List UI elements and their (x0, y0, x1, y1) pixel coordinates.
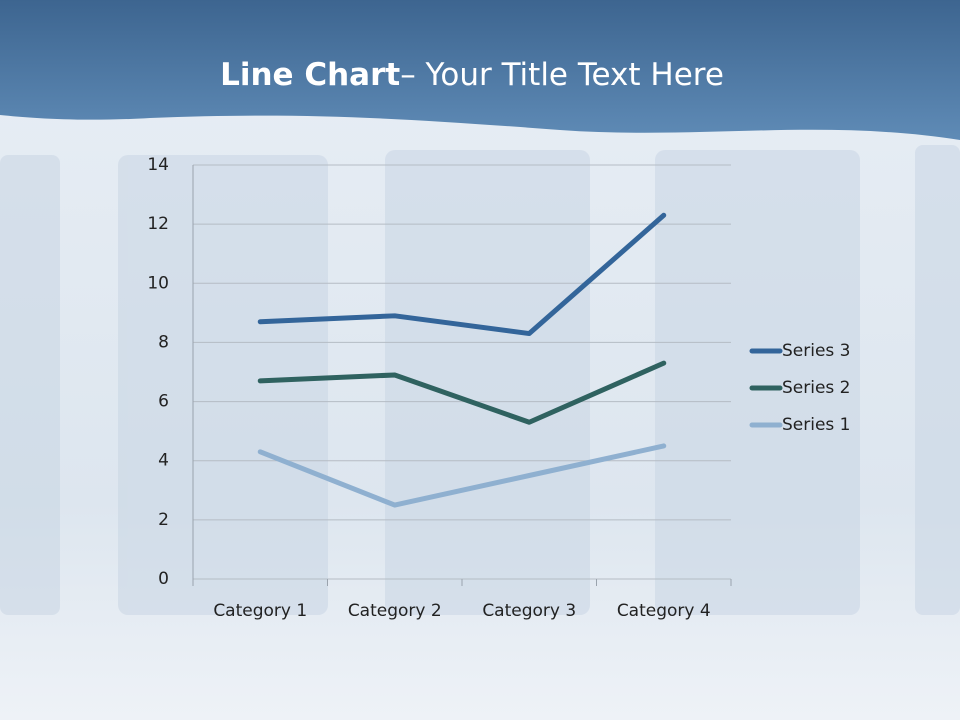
y-tick-label: 14 (147, 155, 169, 175)
y-tick-label: 2 (158, 510, 169, 530)
y-tick-label: 12 (147, 214, 169, 234)
x-tick-label: Category 4 (617, 601, 711, 621)
legend-label: Series 2 (782, 378, 851, 398)
plot: 0 2 4 6 8 10 12 14 Category 1 Category 2 Category … (147, 155, 850, 621)
y-tick-label: 4 (158, 451, 169, 471)
x-tick-label: Category 2 (348, 601, 442, 621)
y-tick-label: 6 (158, 392, 169, 412)
header-banner (0, 0, 960, 140)
series-line (257, 212, 667, 337)
legend-label: Series 3 (782, 341, 851, 361)
legend-label: Series 1 (782, 415, 851, 435)
series-line (257, 360, 667, 425)
x-tick-label: Category 1 (213, 601, 307, 621)
series-line (257, 443, 667, 508)
title-rest: – Your Title Text Here (400, 57, 724, 93)
slide-title: Line Chart– Your Title Text Here (220, 57, 724, 93)
glass-decoration (0, 145, 960, 615)
y-tick-label: 8 (158, 332, 169, 352)
y-tick-label: 10 (147, 273, 169, 293)
title-bold: Line Chart (220, 57, 400, 93)
x-tick-label: Category 3 (482, 601, 576, 621)
y-tick-label: 0 (158, 569, 169, 589)
